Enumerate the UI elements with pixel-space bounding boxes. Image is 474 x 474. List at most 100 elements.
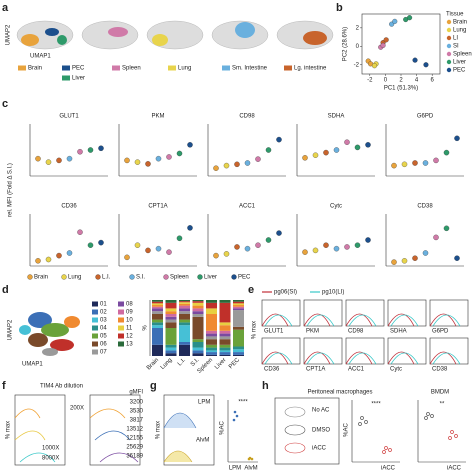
gmfi-value: 13512 <box>126 427 143 433</box>
bar-segment <box>179 311 190 314</box>
legend-text: SI <box>453 44 459 50</box>
dot <box>56 252 62 259</box>
hist-label: AlvM <box>196 438 209 444</box>
title: TIM4 Ab dilution <box>40 384 83 390</box>
dot <box>244 160 251 166</box>
legend-swatch <box>95 274 101 280</box>
dots <box>382 446 392 454</box>
dot <box>422 160 429 166</box>
legend-text: Spleen <box>170 275 189 281</box>
bar-segment <box>233 326 244 330</box>
gmfi-value: 3530 <box>130 409 144 415</box>
legend-text: pg06(SI) <box>274 290 297 296</box>
bar-segment <box>233 354 244 356</box>
histogram-curve <box>387 313 415 327</box>
panel-label: g <box>150 380 157 392</box>
legend-text: 02 <box>100 310 107 316</box>
dot <box>234 244 240 250</box>
bar-segment <box>233 305 244 307</box>
condition: No AC <box>312 408 330 414</box>
legend-swatch <box>18 65 26 71</box>
dot <box>166 154 172 160</box>
legend-swatch <box>446 35 452 41</box>
dot <box>155 245 162 252</box>
legend-text: Sm. Intestine <box>232 66 268 72</box>
histogram-curve <box>261 351 289 365</box>
plot-frame <box>14 394 66 466</box>
dot <box>401 258 408 264</box>
histogram-curve <box>429 351 457 365</box>
legend-text: 03 <box>100 318 107 324</box>
dot <box>323 149 329 156</box>
bar-segment <box>152 328 163 345</box>
point <box>412 57 418 63</box>
significance: ** <box>440 402 445 408</box>
dot <box>134 159 141 165</box>
dot <box>166 249 172 255</box>
bar-segment <box>152 303 163 306</box>
dot <box>155 155 162 162</box>
bar-segment <box>165 344 177 348</box>
significance: **** <box>371 402 381 408</box>
legend-text: Lg. intestine <box>294 66 327 72</box>
legend-text: 06 <box>100 342 107 348</box>
dot <box>391 259 397 265</box>
bar-segment <box>206 302 217 309</box>
dot <box>98 145 104 152</box>
histograms: GLUT1 PKM CD98 SDHA G6PD CD36 CPT1A ACC1 Cytc CD3… <box>261 299 469 373</box>
histogram-curve <box>264 352 293 365</box>
bar-segment <box>179 305 190 309</box>
legend-swatch <box>92 333 98 339</box>
bar-segment <box>165 314 177 317</box>
histogram-curve <box>390 314 419 327</box>
bar-segment <box>206 330 217 334</box>
legend-text: Liver <box>204 275 217 281</box>
dot <box>255 156 261 162</box>
legend-text: Lung <box>68 275 81 281</box>
bar-segment <box>206 350 217 353</box>
plot-frame <box>345 299 385 327</box>
dot <box>77 229 83 235</box>
bar-segment <box>233 346 244 350</box>
bar-segment <box>206 333 217 337</box>
bar-segment <box>192 302 204 306</box>
legend-text: PEC <box>238 275 251 281</box>
plot-frame <box>303 337 343 365</box>
legend-swatch <box>446 43 452 49</box>
x-tick-label: L.I. <box>177 357 187 367</box>
x-tick-label: PEC <box>228 357 241 370</box>
legend-text: 12 <box>126 334 133 340</box>
condition: iACC <box>312 446 327 452</box>
bar-segment <box>219 350 231 353</box>
bar-segment <box>219 352 231 355</box>
group-label: LPM <box>229 466 241 472</box>
dots <box>247 456 254 461</box>
bar-segment <box>219 325 231 331</box>
bar-segment <box>219 330 231 334</box>
dot <box>276 136 282 143</box>
legend-text: 09 <box>126 310 133 316</box>
gmfi-list: 3200 3530 3817 13512 12155 25629 36189 <box>126 400 143 460</box>
legend: Brain Lung L.I. S.I. Spleen Liver PEC <box>27 274 251 281</box>
bar-segment <box>152 306 163 309</box>
point <box>423 62 429 68</box>
legend-swatch <box>27 274 33 280</box>
legend-text: 10 <box>126 318 133 324</box>
bar-segment <box>219 344 231 348</box>
plot-frame <box>429 299 469 327</box>
legend-text: Liver <box>453 60 466 66</box>
dot <box>312 247 319 254</box>
dots <box>424 412 434 420</box>
legend-swatch <box>446 67 452 73</box>
marker-label: GLUT1 <box>264 329 284 335</box>
bar-segment <box>233 306 244 309</box>
x-tick-label: 2 <box>399 78 403 84</box>
histogram-curve <box>345 351 373 365</box>
bar-segment <box>179 322 190 326</box>
bar-segment <box>206 352 217 355</box>
dot <box>66 250 73 256</box>
dot <box>234 161 240 168</box>
dot <box>344 244 350 250</box>
panel-label: b <box>336 2 343 14</box>
